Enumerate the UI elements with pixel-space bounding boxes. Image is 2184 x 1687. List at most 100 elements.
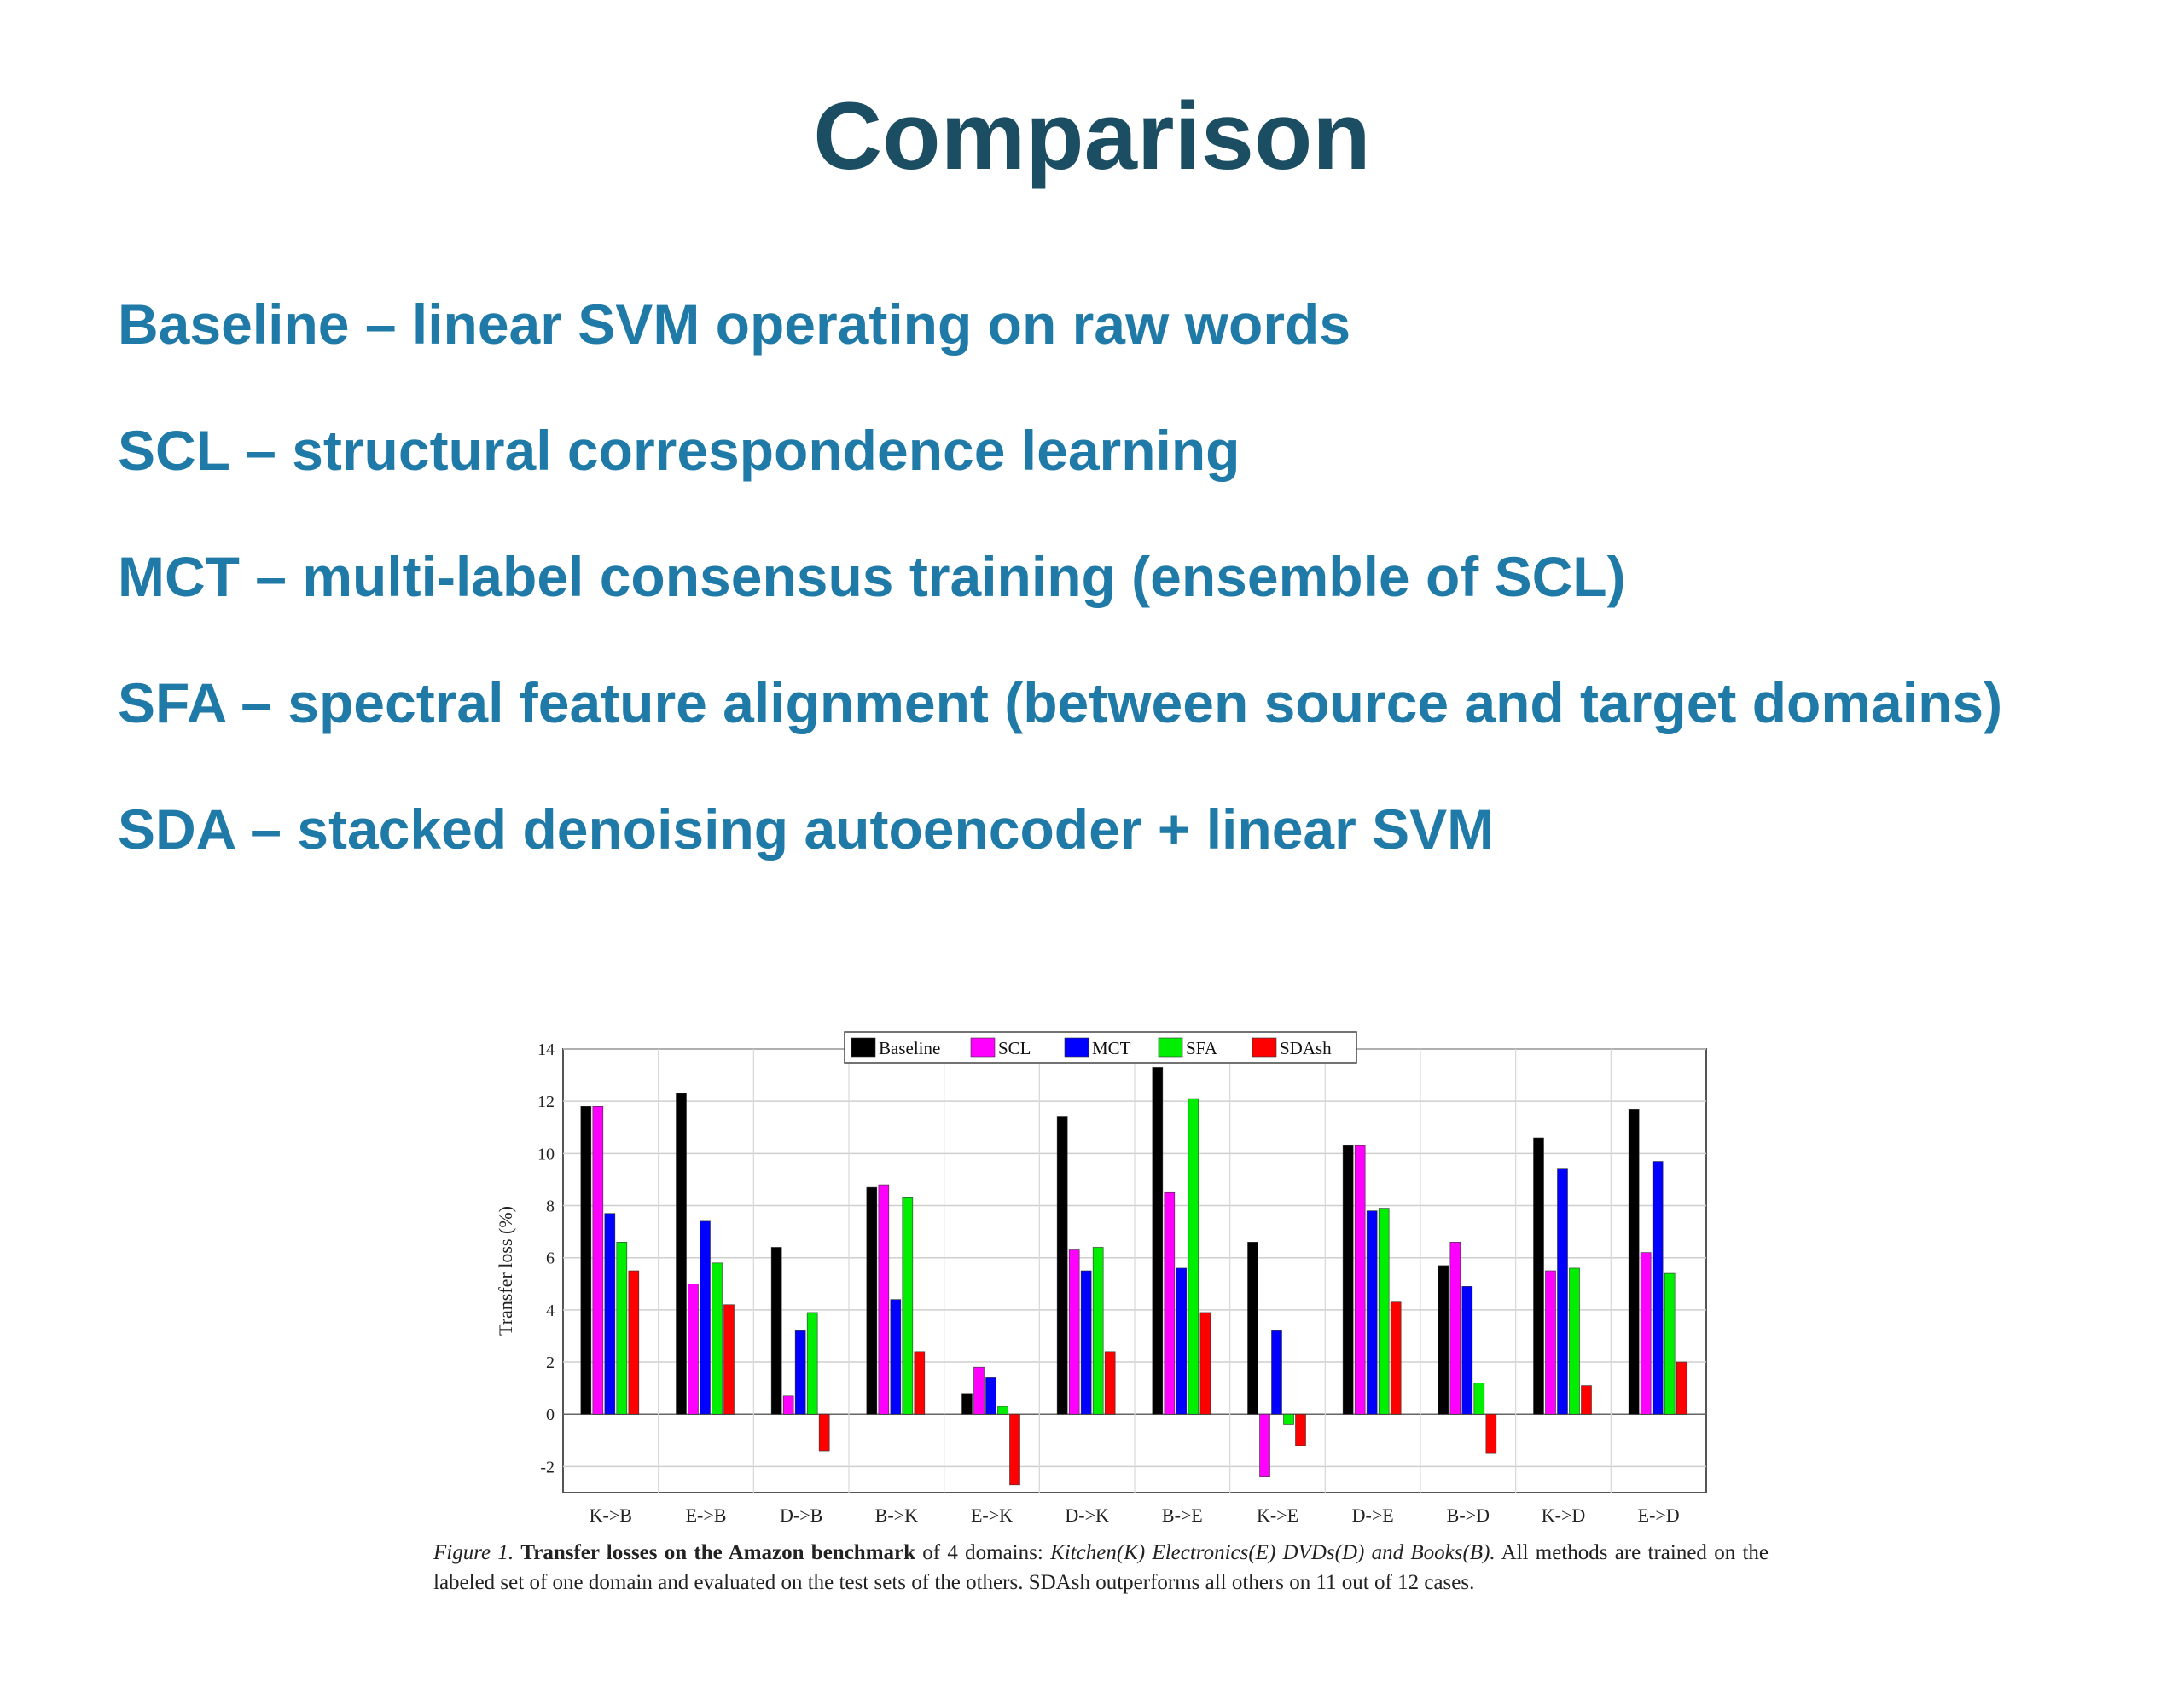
legend-label-scl: SCL: [998, 1038, 1031, 1058]
x-tick-label: B->D: [1447, 1504, 1490, 1526]
bar-scl: [1259, 1413, 1270, 1477]
legend-label-mct: MCT: [1092, 1038, 1131, 1058]
legend-swatch-scl: [970, 1037, 996, 1058]
bar-sdash: [1485, 1413, 1497, 1454]
y-tick-label: 0: [546, 1406, 555, 1424]
bullet-scl: SCL – structural correspondence learning: [118, 419, 1240, 482]
bar-scl: [1068, 1249, 1080, 1415]
x-tick-label: B->K: [875, 1504, 918, 1526]
legend-swatch-sdash: [1252, 1037, 1277, 1058]
bullet-baseline: Baseline – linear SVM operating on raw w…: [118, 293, 1351, 356]
bar-sfa: [806, 1312, 818, 1415]
x-tick-label: K->D: [1542, 1504, 1586, 1526]
bar-mct: [794, 1330, 806, 1415]
bar-baseline: [1533, 1137, 1544, 1415]
transfer-loss-chart: -2 0 2 4 6 8 10 12 14 Transfer loss (%) K->B E->B D-…: [478, 998, 1732, 1527]
caption-domain-dvds: DVDs(D) and: [1282, 1541, 1404, 1564]
bar-sdash: [1390, 1301, 1402, 1415]
bar-mct: [1461, 1286, 1473, 1415]
y-tick-label: 8: [546, 1197, 555, 1216]
bar-sfa: [712, 1262, 723, 1415]
bar-mct: [1557, 1168, 1568, 1415]
legend-swatch-baseline: [851, 1037, 876, 1058]
bar-sfa: [902, 1197, 914, 1415]
bar-scl: [878, 1184, 890, 1415]
bar-mct: [985, 1377, 996, 1415]
bar-baseline: [866, 1186, 878, 1415]
bar-mct: [1366, 1210, 1378, 1415]
bar-sfa: [1188, 1098, 1199, 1415]
bar-sdash: [914, 1351, 926, 1415]
y-tick-label: 6: [546, 1249, 555, 1268]
bar-sdash: [1295, 1413, 1306, 1446]
slide-title: Comparison: [813, 83, 1371, 189]
bar-sfa: [1569, 1267, 1580, 1415]
caption-domain-books: Books(B).: [1410, 1541, 1496, 1564]
bar-mct: [1176, 1267, 1188, 1415]
y-tick-label: 14: [537, 1041, 555, 1059]
bullet-sfa: SFA – spectral feature alignment (betwee…: [118, 671, 2003, 734]
y-tick-label: 2: [546, 1354, 555, 1372]
bar-sdash: [1009, 1413, 1020, 1486]
legend-box: [844, 1031, 1357, 1064]
bar-baseline: [1628, 1109, 1640, 1415]
x-tick-label: K->B: [590, 1504, 632, 1526]
bar-mct: [1652, 1161, 1664, 1415]
bullet-sda: SDA – stacked denoising autoencoder + li…: [118, 797, 1495, 861]
chart-svg: -2 0 2 4 6 8 10 12 14 Transfer loss (%) K->B E->B D-…: [495, 1031, 1707, 1526]
legend-label-sfa: SFA: [1186, 1038, 1218, 1058]
bar-mct: [1080, 1270, 1092, 1415]
bar-scl: [1164, 1191, 1176, 1415]
caption-rest: All methods are trained on the labeled s…: [433, 1541, 1769, 1594]
bar-baseline: [676, 1093, 687, 1415]
bar-mct: [890, 1299, 902, 1415]
legend-label-baseline: Baseline: [879, 1038, 940, 1058]
caption-domain-electronics: Electronics(E): [1152, 1541, 1276, 1564]
legend-label-sdash: SDAsh: [1280, 1038, 1332, 1058]
bar-sfa: [1283, 1413, 1294, 1425]
x-tick-label: B->E: [1162, 1504, 1203, 1526]
caption-bold-text: Transfer losses on the Amazon benchmark: [520, 1541, 916, 1564]
bar-scl: [1640, 1252, 1652, 1415]
bar-scl: [1449, 1242, 1461, 1415]
bar-sfa: [997, 1406, 1008, 1415]
bar-scl: [973, 1366, 985, 1415]
y-tick-label: 4: [546, 1301, 555, 1320]
bar-sfa: [1092, 1247, 1104, 1415]
bar-sfa: [1378, 1208, 1390, 1415]
y-tick-label: 12: [537, 1093, 555, 1111]
caption-figure-label: Figure 1.: [433, 1541, 514, 1564]
bar-scl: [1354, 1145, 1366, 1415]
bar-sdash: [1676, 1361, 1687, 1415]
bar-baseline: [1247, 1242, 1258, 1415]
x-tick-label: E->B: [686, 1504, 727, 1526]
bar-sdash: [1581, 1385, 1592, 1415]
bar-sdash: [723, 1304, 735, 1415]
bar-mct: [604, 1213, 616, 1415]
y-tick-label: -2: [540, 1458, 555, 1476]
bar-sdash: [628, 1270, 640, 1415]
bullet-list: Baseline – linear SVM operating on raw w…: [118, 281, 2148, 913]
bar-sfa: [616, 1242, 628, 1415]
y-axis-label: Transfer loss (%): [495, 1206, 516, 1336]
bar-baseline: [1152, 1067, 1164, 1415]
bar-baseline: [1438, 1265, 1449, 1415]
bar-scl: [1545, 1270, 1556, 1415]
bar-sfa: [1473, 1383, 1485, 1415]
bar-sdash: [818, 1413, 830, 1452]
bar-baseline: [580, 1105, 592, 1415]
caption-domain-kitchen: Kitchen(K): [1050, 1541, 1146, 1564]
x-tick-label: K->E: [1257, 1504, 1298, 1526]
bar-sdash: [1104, 1351, 1116, 1415]
x-tick-label: E->D: [1638, 1504, 1680, 1526]
x-tick-label: D->K: [1065, 1504, 1109, 1526]
bar-sfa: [1664, 1272, 1676, 1415]
x-tick-label: E->K: [971, 1504, 1013, 1526]
y-tick-label: 10: [537, 1145, 555, 1163]
figure-caption: Figure 1. Transfer losses on the Amazon …: [433, 1538, 1769, 1597]
bar-baseline: [961, 1393, 973, 1415]
bar-baseline: [770, 1247, 782, 1415]
bar-sdash: [1199, 1312, 1211, 1415]
bar-mct: [1271, 1330, 1282, 1415]
caption-text-domains: of 4 domains:: [922, 1541, 1043, 1564]
